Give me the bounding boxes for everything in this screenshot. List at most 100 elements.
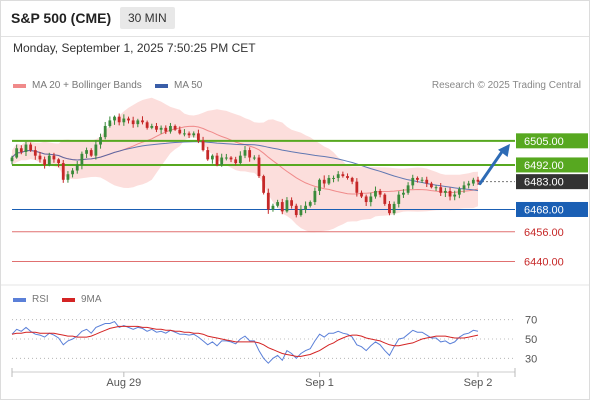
candle-body <box>420 179 424 181</box>
candle-body <box>108 120 112 126</box>
candle-body <box>141 120 144 123</box>
level-label-6468.00: 6468.00 <box>524 204 564 216</box>
candle-body <box>350 177 354 182</box>
candle-body <box>57 159 60 164</box>
candle-body <box>290 200 293 206</box>
level-tag-6468.00 <box>516 201 588 217</box>
candle-body <box>94 144 98 156</box>
bollinger-label: MA 20 + Bollinger Bands <box>32 80 142 91</box>
candle-body <box>234 159 238 164</box>
level-label-6492.00: 6492.00 <box>524 160 564 172</box>
candle-body <box>238 155 242 164</box>
datetime-label: Monday, September 1, 2025 7:50:25 PM CET <box>13 41 256 55</box>
legend-bollinger: MA 20 + Bollinger Bands <box>13 80 142 91</box>
candle-body <box>457 189 461 195</box>
candle-body <box>411 177 415 186</box>
candle-body <box>80 153 84 165</box>
ma50-label: MA 50 <box>174 80 203 91</box>
candle-body <box>430 183 433 188</box>
timeframe-badge[interactable]: 30 MIN <box>120 7 175 29</box>
candle-body <box>276 202 280 206</box>
candle-body <box>178 129 182 134</box>
candle-body <box>169 125 172 132</box>
candle-body <box>103 125 107 138</box>
forecast-arrow-shaft <box>478 147 506 186</box>
candle-body <box>471 179 475 184</box>
candle-body <box>206 150 210 160</box>
candle-body <box>66 174 70 180</box>
rsi-swatch <box>13 297 26 302</box>
candle-body <box>10 157 14 162</box>
candle-body <box>113 116 116 121</box>
candle-body <box>187 133 191 136</box>
candle-body <box>369 196 373 203</box>
candle-body <box>374 190 377 197</box>
rsi-tick-30: 30 <box>525 353 537 365</box>
candle-body <box>71 170 74 175</box>
candle-body <box>150 125 154 128</box>
candle-body <box>262 176 266 193</box>
candle-body <box>131 120 135 125</box>
candle-body <box>89 150 93 156</box>
candle-body <box>85 150 88 154</box>
candle-body <box>280 202 284 212</box>
candle-body <box>448 190 452 197</box>
rsi-tick-50: 50 <box>525 334 537 346</box>
candle-body <box>332 177 335 179</box>
candle-body <box>52 155 56 160</box>
candle-body <box>248 150 252 158</box>
candle-body <box>266 192 270 210</box>
candle-body <box>299 209 303 216</box>
candle-body <box>47 155 51 165</box>
candle-body <box>434 187 438 189</box>
candle-body <box>229 157 233 160</box>
candle-body <box>360 192 363 197</box>
candle-body <box>383 194 387 204</box>
x-tick-label: Sep 1 <box>305 377 334 389</box>
candle-body <box>327 177 331 184</box>
candle-body <box>439 187 443 193</box>
candle-body <box>355 181 359 193</box>
candle-body <box>117 116 121 123</box>
header-bar: S&P 500 (CME) 30 MIN <box>0 0 590 37</box>
x-tick-label: Sep 2 <box>464 377 493 389</box>
legend-rsi: RSI <box>13 294 49 305</box>
rsi-line <box>11 320 479 364</box>
candle-body <box>29 144 33 151</box>
candle-body <box>164 127 168 132</box>
candle-body <box>210 155 214 160</box>
level-label-6505.00: 6505.00 <box>524 136 564 148</box>
candle-body <box>313 190 317 203</box>
legend-rsi-ma: 9MA <box>62 294 102 305</box>
candle-body <box>183 133 186 135</box>
last-price-tag <box>516 174 588 190</box>
candle-body <box>19 148 23 152</box>
candle-body <box>388 203 391 214</box>
candle-body <box>43 159 47 165</box>
candle-body <box>197 133 200 141</box>
bollinger-swatch <box>13 83 26 88</box>
candle-body <box>443 190 447 193</box>
candle-body <box>15 148 19 158</box>
x-tick-label: Aug 29 <box>106 377 141 389</box>
candle-body <box>159 127 163 130</box>
candle-body <box>476 179 480 182</box>
candle-body <box>220 157 224 165</box>
candle-body <box>304 205 307 210</box>
candle-body <box>467 183 471 186</box>
candle-body <box>364 196 368 203</box>
candle-body <box>346 176 349 178</box>
legend-ma50: MA 50 <box>155 80 202 91</box>
ma50-line <box>11 141 479 192</box>
candle-body <box>271 205 275 210</box>
level-tag-6505.00 <box>516 133 588 149</box>
candle-body <box>425 179 429 184</box>
candle-body <box>378 190 382 195</box>
level-label-6440.00: 6440.00 <box>524 256 564 268</box>
forecast-arrow-head <box>498 143 510 157</box>
candle-body <box>416 177 419 180</box>
candle-body <box>336 174 340 178</box>
candle-body <box>122 118 126 123</box>
candle-body <box>224 157 228 159</box>
